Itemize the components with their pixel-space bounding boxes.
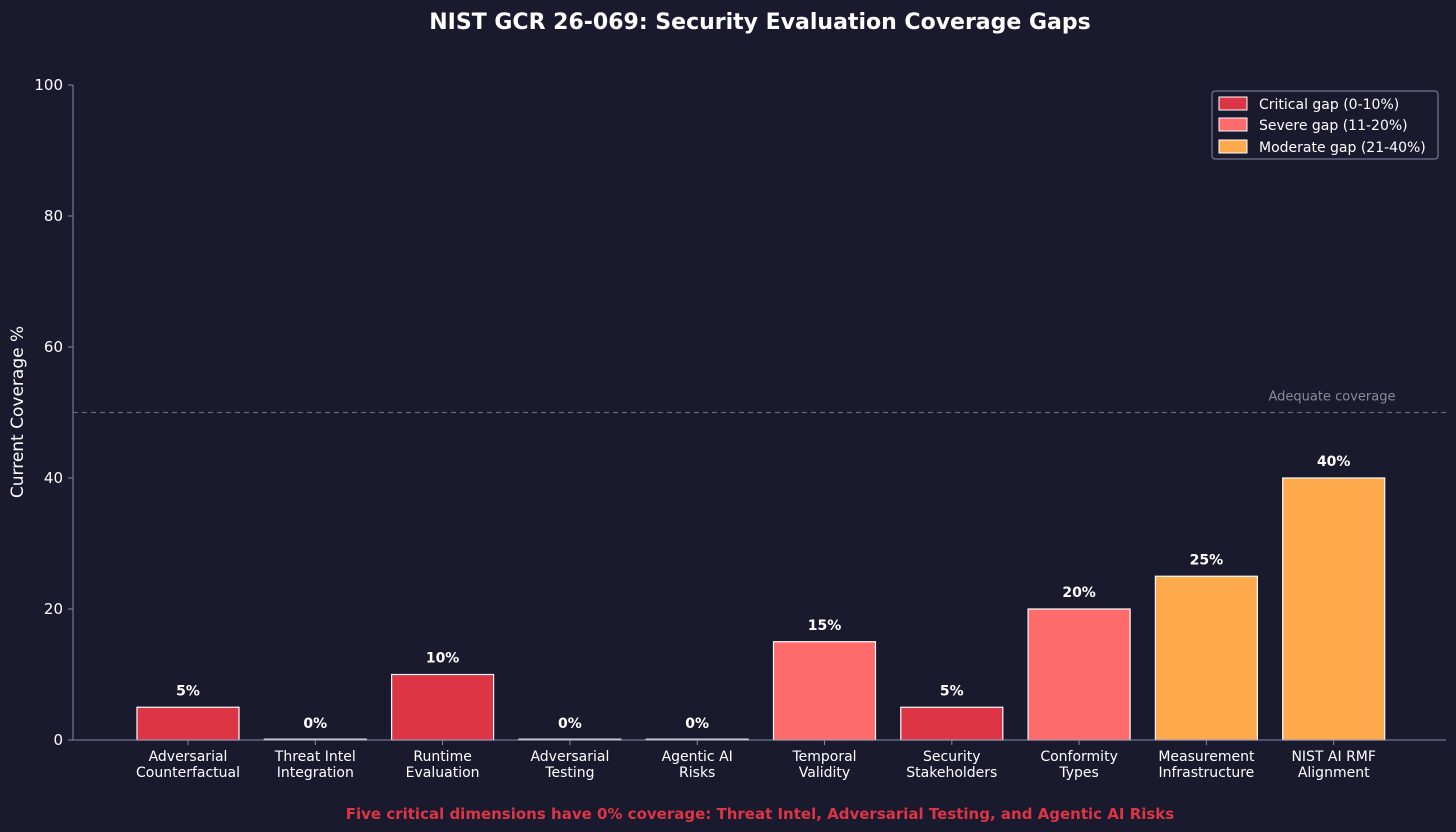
chart-footnote: Five critical dimensions have 0% coverag… — [346, 805, 1175, 823]
x-tick-label-7-1: Types — [1058, 765, 1098, 781]
bar-value-label-1: 0% — [303, 716, 327, 732]
x-tick-label-9-0: NIST AI RMF — [1291, 749, 1376, 765]
bar-0 — [136, 706, 240, 741]
legend-swatch-moderate — [1218, 139, 1248, 154]
y-tick-label: 20 — [44, 600, 63, 618]
x-tick-label-8-1: Infrastructure — [1158, 765, 1254, 781]
reference-line-label: Adequate coverage — [1269, 390, 1396, 405]
x-tick-label-0-0: Adversarial — [149, 749, 228, 765]
y-tick-label: 60 — [44, 338, 63, 356]
x-tick-label-6-1: Stakeholders — [906, 765, 997, 781]
x-tick-label-3-0: Adversarial — [530, 749, 609, 765]
y-axis-label: Current Coverage % — [8, 326, 28, 498]
chart-title: NIST GCR 26-069: Security Evaluation Cov… — [429, 10, 1090, 35]
x-tick-label-4-1: Risks — [679, 765, 715, 781]
bar-8 — [1154, 575, 1259, 741]
bar-value-label-9: 40% — [1317, 454, 1351, 470]
x-tick-label-7-0: Conformity — [1040, 749, 1118, 765]
bar-value-label-6: 5% — [940, 683, 964, 699]
x-tick-label-9-1: Alignment — [1298, 765, 1370, 781]
legend-swatch-severe — [1218, 117, 1248, 132]
bar-value-label-7: 20% — [1062, 585, 1096, 601]
y-tick-label: 40 — [44, 469, 63, 487]
x-tick-label-0-1: Counterfactual — [136, 765, 240, 781]
y-axis-ticks: 0 20 40 60 80 100 — [34, 76, 73, 749]
x-tick-label-2-0: Runtime — [413, 749, 471, 765]
bar-value-label-8: 25% — [1190, 552, 1224, 568]
x-tick-label-5-0: Temporal — [791, 749, 856, 765]
legend: Critical gap (0-10%) Severe gap (11-20%)… — [1211, 90, 1439, 160]
x-tick-label-2-1: Evaluation — [406, 765, 480, 781]
bar-value-label-4: 0% — [685, 716, 709, 732]
bar-value-label-2: 10% — [426, 651, 460, 667]
y-tick-label: 0 — [53, 731, 63, 749]
bar-7 — [1027, 608, 1131, 741]
bar-value-label-0: 5% — [176, 683, 200, 699]
legend-swatch-critical — [1218, 96, 1248, 111]
x-tick-label-3-1: Testing — [544, 765, 594, 781]
legend-label-moderate: Moderate gap (21-40%) — [1259, 140, 1426, 156]
legend-label-critical: Critical gap (0-10%) — [1259, 97, 1399, 113]
bar-6 — [900, 706, 1004, 741]
legend-label-severe: Severe gap (11-20%) — [1259, 118, 1408, 134]
x-tick-label-1-0: Threat Intel — [274, 749, 356, 765]
bar-2 — [391, 673, 495, 741]
legend-entry-moderate: Moderate gap (21-40%) — [1218, 139, 1426, 156]
x-tick-label-4-0: Agentic AI — [662, 749, 733, 765]
legend-entry-severe: Severe gap (11-20%) — [1218, 117, 1408, 134]
bar-5 — [772, 641, 877, 741]
bar-value-label-5: 15% — [808, 618, 842, 634]
bar-9 — [1282, 477, 1386, 741]
x-tick-label-5-1: Validity — [799, 765, 850, 781]
bar-value-label-3: 0% — [558, 716, 582, 732]
y-tick-label: 80 — [44, 207, 63, 225]
x-tick-label-1-1: Integration — [277, 765, 354, 781]
legend-entry-critical: Critical gap (0-10%) — [1218, 96, 1399, 113]
y-tick-label: 100 — [34, 76, 63, 94]
bar-value-labels: 5% 0% 10% 0% 0% 15% 5% 20% 25% 40% — [176, 454, 1350, 732]
x-tick-label-8-0: Measurement — [1158, 749, 1255, 765]
legend-frame — [1211, 90, 1439, 160]
x-tick-label-6-0: Security — [923, 749, 981, 765]
